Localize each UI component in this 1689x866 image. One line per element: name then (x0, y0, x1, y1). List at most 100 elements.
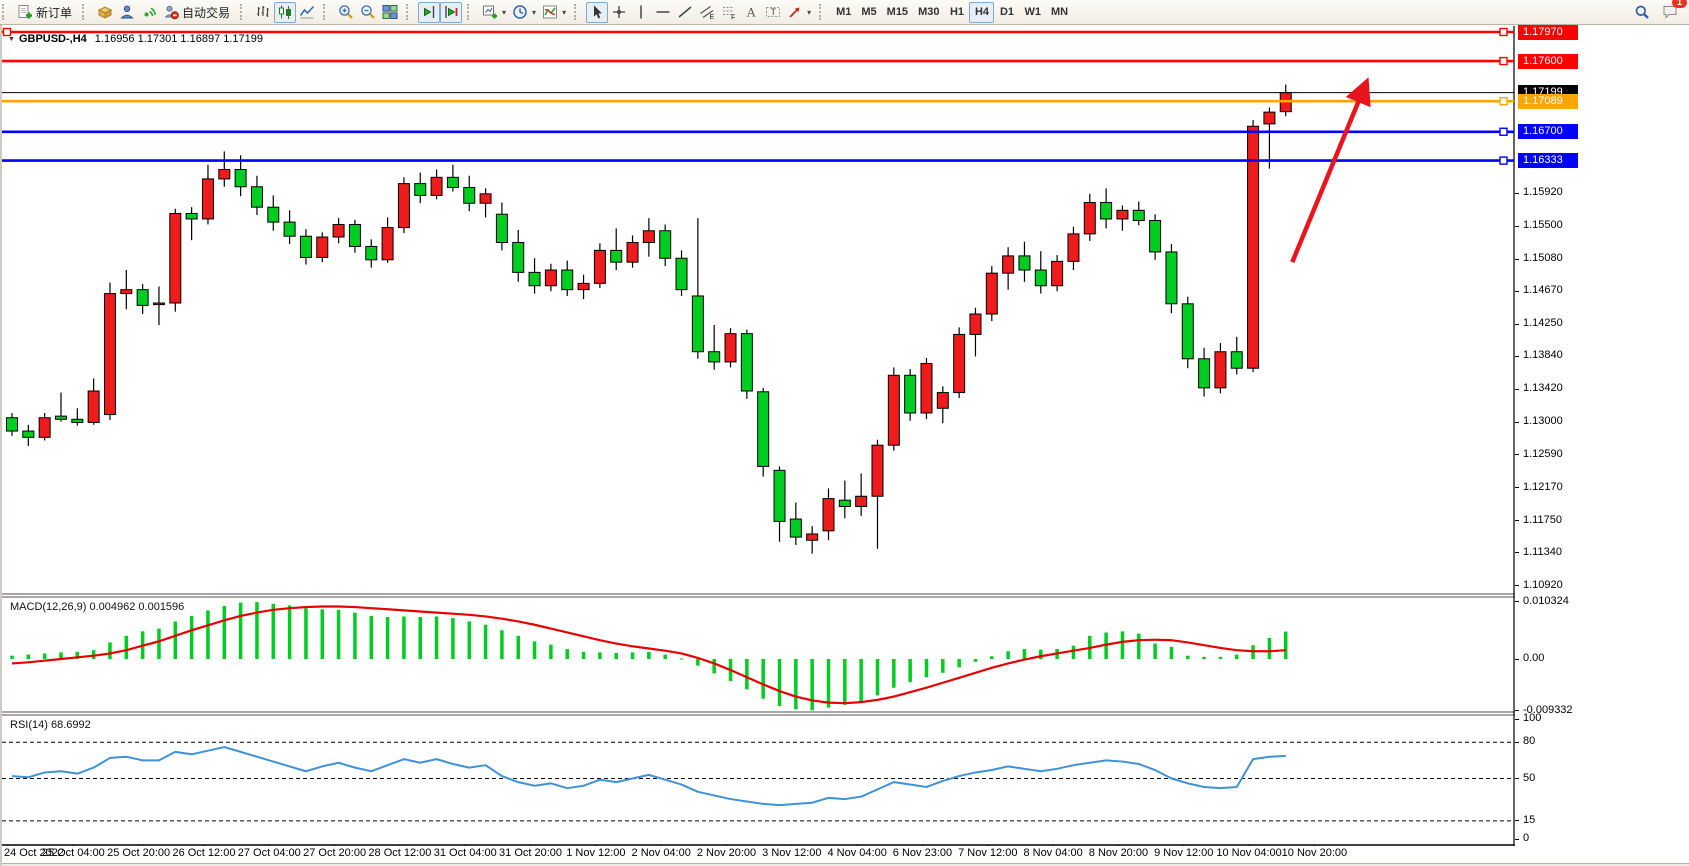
candle-body (659, 230, 672, 259)
new-order-button[interactable]: 新订单 (14, 2, 77, 23)
chart-canvas[interactable] (2, 26, 1515, 846)
svg-text:T: T (771, 7, 777, 17)
macd-tick (1515, 658, 1519, 660)
candle-body (904, 374, 917, 414)
signals-button[interactable] (138, 2, 160, 23)
profile-button[interactable] (94, 2, 116, 23)
toolbar-grip[interactable] (467, 4, 474, 20)
candle-body (1247, 125, 1260, 369)
chart-bars-button[interactable] (252, 2, 274, 23)
trend-arrow[interactable] (1290, 77, 1371, 264)
toolbar-grip[interactable] (574, 4, 581, 20)
cursor-button[interactable] (586, 1, 609, 23)
timeframe-tf-m1-button[interactable]: M1 (831, 2, 856, 23)
crosshair-button[interactable] (608, 2, 630, 23)
price-tag-1.16700[interactable]: 1.16700 (1518, 124, 1578, 140)
timeframe-tf-h1-button[interactable]: H1 (944, 2, 969, 23)
label-button[interactable]: T (762, 2, 784, 23)
trendline-button[interactable] (674, 2, 696, 23)
text-button[interactable]: A (740, 2, 762, 23)
shift-end-button[interactable] (418, 1, 441, 23)
timeframe-tf-d1-button[interactable]: D1 (994, 2, 1019, 23)
price-tag-1.16333[interactable]: 1.16333 (1518, 153, 1578, 169)
hline-button[interactable] (652, 2, 674, 23)
chevron-down-icon[interactable]: ▾ (502, 7, 507, 17)
candle-body (348, 223, 361, 247)
chart-title: ▼ GBPUSD-,H4 1.16956 1.17301 1.16897 1.171… (8, 33, 263, 45)
chevron-down-icon[interactable]: ▾ (562, 7, 567, 17)
price-tick-label: 1.13840 (1523, 349, 1563, 362)
price-tag-1.17970[interactable]: 1.17970 (1518, 24, 1578, 40)
macd-bar (696, 659, 700, 666)
timeframe-tf-m5-button[interactable]: M5 (856, 2, 881, 23)
hline-handle[interactable] (1499, 56, 1508, 66)
toolbar-grip[interactable] (819, 4, 826, 20)
toolbar-group: 新订单 (11, 0, 80, 24)
price-axis[interactable]: 1.15920 1.15500 1.15080 1.14670 1.14250 1.138… (1515, 24, 1689, 846)
comment-button[interactable]: 1 (1659, 0, 1687, 22)
chart-candles-button[interactable] (274, 1, 297, 23)
vline-button[interactable] (630, 2, 652, 23)
timeframe-tf-w1-button[interactable]: W1 (1019, 2, 1046, 23)
macd-bar (1218, 656, 1223, 659)
chart-line-button[interactable] (296, 2, 318, 23)
zoom-out-button[interactable] (357, 2, 379, 23)
candle-body (87, 390, 100, 423)
chevron-down-icon[interactable]: ▾ (807, 7, 812, 17)
tf-m30-label: M30 (918, 6, 940, 18)
price-tick-label: 1.13420 (1523, 382, 1563, 395)
new-chart-button[interactable]: ▾ (479, 2, 509, 23)
candle-body (1083, 201, 1096, 235)
macd-axis-label: 0.00 (1523, 652, 1545, 664)
timeframe-tf-m30-button[interactable]: M30 (913, 2, 944, 23)
candle-body (299, 235, 312, 258)
candle-body (838, 499, 851, 507)
timeframe-tf-mn-button[interactable]: MN (1046, 2, 1073, 23)
toolbar-grip[interactable] (82, 4, 89, 20)
tile-windows-button[interactable] (379, 2, 401, 23)
search-button[interactable] (1631, 2, 1653, 22)
candle-body (1198, 358, 1211, 389)
macd-bar (1169, 646, 1174, 659)
autotrade-button[interactable]: 自动交易 (160, 2, 235, 23)
candle-body (201, 178, 214, 220)
community-button[interactable] (116, 2, 138, 23)
rsi-tick (1515, 778, 1519, 779)
price-tag-1.17600[interactable]: 1.17600 (1518, 53, 1578, 69)
toolbar-group: E F A T ▾ (583, 0, 817, 24)
indicators-button[interactable]: ▾ (539, 2, 569, 23)
timeframe-tf-m15-button[interactable]: M15 (882, 2, 913, 23)
zoom-in-icon (339, 5, 353, 19)
tf-mn-label: MN (1050, 6, 1069, 18)
hline-handle[interactable] (1499, 127, 1508, 136)
macd-bar (42, 653, 47, 659)
toolbar-grip[interactable] (323, 4, 330, 20)
toolbar-grip[interactable] (406, 4, 413, 20)
zoom-in-button[interactable] (335, 2, 357, 23)
macd-bar (1267, 638, 1272, 659)
hline-handle[interactable] (1499, 27, 1508, 37)
macd-bar (565, 649, 569, 659)
toolbar-grip[interactable] (240, 4, 247, 20)
time-axis[interactable]: 24 Oct 2022 25 Oct 04:00 25 Oct 20:00 26 Oc… (2, 846, 1515, 862)
autotrade-label: 自动交易 (182, 5, 231, 20)
price-tick-label: 1.14670 (1523, 284, 1563, 297)
chevron-down-icon[interactable]: ▾ (532, 7, 537, 17)
tf-m1-label: M1 (836, 6, 852, 18)
toolbar-grip[interactable] (2, 4, 9, 20)
timeframe-tf-h4-button[interactable]: H4 (969, 1, 995, 23)
candle-body (740, 333, 753, 392)
hline-handle[interactable] (1499, 156, 1508, 165)
hline-handle[interactable] (1499, 97, 1508, 106)
candle-body (1263, 111, 1276, 125)
auto-scroll-button[interactable] (440, 1, 463, 23)
arrows-button[interactable]: ▾ (784, 2, 814, 23)
collapse-triangle-icon[interactable]: ▼ (8, 36, 15, 43)
fibonacci-button[interactable]: F (718, 2, 740, 23)
periods-clock-button[interactable]: ▾ (509, 2, 539, 23)
time-label: 31 Oct 20:00 (499, 847, 563, 859)
price-tag-1.17089[interactable]: 1.17089 (1518, 93, 1578, 109)
hline-handle[interactable] (2, 27, 12, 37)
channel-button[interactable]: E (696, 2, 718, 23)
